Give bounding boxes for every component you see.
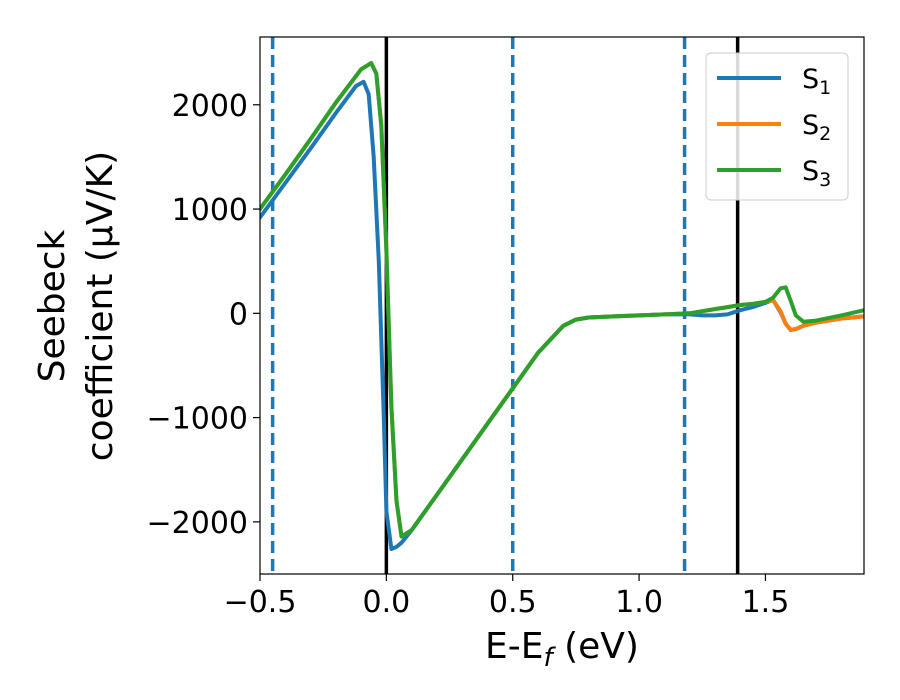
legend-box	[705, 52, 849, 201]
series-layer	[260, 61, 864, 551]
x-tick-label: 0.5	[489, 585, 537, 620]
y-tick-label: −2000	[147, 506, 248, 541]
series-line-s3	[260, 61, 864, 539]
y-axis: −2000 −1000 0 1000 2000	[147, 89, 260, 541]
plot-frame	[259, 36, 865, 575]
x-tick-label: 1.5	[742, 585, 790, 620]
x-tick-label: −0.5	[224, 585, 297, 620]
legend: S1 S2 S3	[705, 52, 849, 201]
x-axis-title: E-Ef (eV)	[485, 626, 639, 673]
x-axis: −0.5 0.0 0.5 1.0 1.5	[224, 574, 790, 620]
y-tick-label: 1000	[172, 193, 248, 228]
x-axis-title-unit: (eV)	[553, 626, 639, 667]
y-axis-title-line2: coefficient (μV/K)	[80, 151, 121, 461]
legend-label-s2: S2	[802, 110, 831, 145]
reference-lines	[270, 37, 740, 574]
y-tick-label: 2000	[172, 89, 248, 124]
x-tick-label: 0.0	[363, 585, 411, 620]
legend-label-s3: S3	[802, 156, 831, 191]
legend-label-s1: S1	[802, 64, 831, 99]
x-tick-label: 1.0	[615, 585, 663, 620]
y-tick-label: −1000	[147, 402, 248, 437]
y-axis-title-line1: Seebeck	[32, 229, 73, 382]
y-tick-label: 0	[229, 297, 248, 332]
